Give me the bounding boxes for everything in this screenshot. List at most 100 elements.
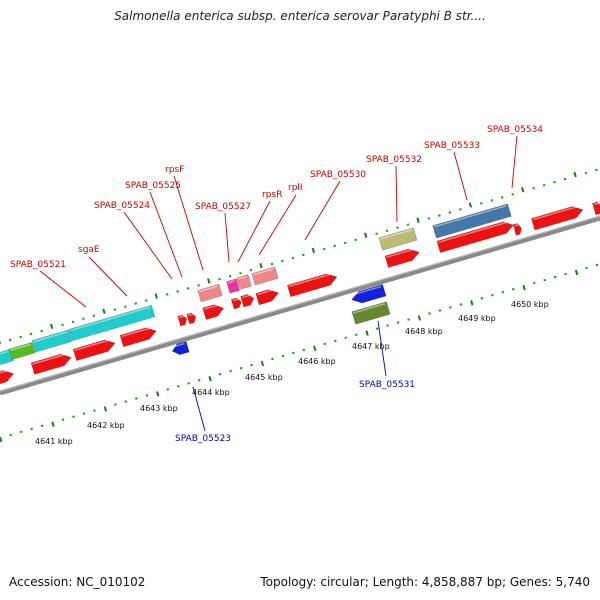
outer-minor-tick	[563, 177, 567, 181]
rev-misc-1-shine	[353, 303, 386, 314]
inner-minor-tick	[354, 333, 358, 337]
scale-label-4646: 4646 kbp	[298, 357, 336, 366]
outer-minor-tick	[61, 323, 64, 327]
outer-minor-tick	[553, 180, 556, 184]
gene-label-spab-05525[interactable]: SPAB_05525	[125, 181, 181, 191]
inner-minor-tick	[93, 409, 96, 412]
misc-3	[31, 329, 73, 353]
inner-minor-tick	[250, 363, 253, 367]
misc-4	[68, 304, 156, 342]
rrna-1-shine	[198, 285, 218, 293]
cds-11-shine	[288, 272, 335, 288]
scale-label-4650: 4650 kbp	[511, 300, 549, 309]
leader-spab-05530	[304, 180, 341, 241]
cds-8-body	[230, 297, 242, 310]
gene-label-rpsf[interactable]: rpsF	[165, 165, 184, 175]
inner-minor-tick	[386, 324, 389, 327]
cds-10-shine	[256, 288, 276, 296]
inner-minor-tick	[511, 287, 515, 291]
cds-15	[530, 205, 584, 231]
leader-spab-05521	[39, 270, 87, 308]
outer-tick-track	[0, 168, 598, 344]
cds-6-shine	[187, 313, 194, 317]
inner-minor-tick	[459, 303, 463, 306]
cds-4-body	[119, 327, 157, 348]
inner-minor-tick	[480, 297, 484, 300]
outer-major-tick	[259, 263, 263, 269]
gene-label-spab-05533[interactable]: SPAB_05533	[424, 141, 480, 151]
rev-cds-1	[171, 341, 190, 356]
inner-major-tick	[313, 345, 317, 351]
outer-minor-tick	[301, 253, 305, 257]
gene-label-spab-05521[interactable]: SPAB_05521	[10, 260, 66, 270]
outer-minor-tick	[92, 314, 96, 317]
gene-label-rpli[interactable]: rplI	[288, 183, 303, 193]
inner-minor-tick	[30, 427, 34, 431]
inner-major-tick	[156, 391, 160, 397]
inner-major-tick	[470, 300, 474, 306]
rrna-1-body	[197, 283, 223, 303]
gene-label-rpsr[interactable]: rpsR	[262, 190, 282, 200]
leader-rpsf	[173, 175, 204, 271]
inner-minor-tick	[585, 266, 588, 270]
rrna-2-shine	[227, 280, 235, 284]
outer-minor-tick	[396, 226, 399, 229]
gene-label-spab-05531[interactable]: SPAB_05531	[359, 380, 415, 390]
gene-label-spab-05534[interactable]: SPAB_05534	[487, 125, 543, 135]
cds-3-shine	[74, 338, 113, 351]
outer-minor-tick	[186, 287, 190, 290]
scale-label-4648: 4648 kbp	[405, 327, 443, 336]
gene-label-spab-05523[interactable]: SPAB_05523	[175, 434, 231, 444]
misc-6-shine	[433, 205, 507, 228]
inner-minor-tick	[166, 388, 170, 391]
cds-7-shine	[203, 303, 221, 310]
outer-minor-tick	[333, 244, 337, 248]
outer-minor-tick	[197, 284, 200, 287]
outer-minor-tick	[124, 305, 127, 308]
inner-major-tick	[574, 269, 579, 276]
outer-minor-tick	[532, 186, 535, 190]
cds-4	[119, 326, 157, 348]
inner-minor-tick	[333, 339, 337, 343]
inner-minor-tick	[218, 372, 222, 376]
gene-label-sgae[interactable]: sgaE	[78, 245, 100, 255]
inner-minor-tick	[271, 357, 274, 361]
cds-8	[230, 297, 242, 310]
cds-10	[255, 288, 280, 306]
cds-6-body	[186, 312, 197, 325]
cds-12-body	[384, 248, 420, 268]
gene-label-spab-05530[interactable]: SPAB_05530	[310, 170, 366, 180]
scale-label-4645: 4645 kbp	[245, 373, 283, 382]
outer-major-tick	[207, 278, 211, 284]
scale-label-4641: 4641 kbp	[35, 437, 73, 446]
rrna-1	[197, 283, 223, 303]
scale-label-4649: 4649 kbp	[458, 314, 496, 323]
leader-spab-05523	[192, 386, 206, 432]
gene-label-spab-05532[interactable]: SPAB_05532	[366, 155, 422, 165]
cds-14-body	[512, 223, 522, 236]
cds-10-body	[255, 289, 280, 306]
rev-misc-1	[351, 301, 391, 325]
cds-1	[0, 369, 15, 387]
outer-minor-tick	[176, 290, 180, 293]
cds-5-body	[177, 314, 188, 327]
inner-minor-tick	[114, 403, 117, 406]
outer-minor-tick	[29, 332, 33, 336]
rrna-2-body	[226, 278, 240, 294]
outer-minor-tick	[511, 192, 515, 196]
gene-label-spab-05524[interactable]: SPAB_05524	[94, 201, 150, 211]
outer-minor-tick	[595, 168, 598, 172]
outer-major-tick	[364, 232, 368, 238]
scale-label-4647: 4647 kbp	[352, 342, 390, 351]
leader-spab-05524	[123, 211, 173, 280]
scale-label-4644: 4644 kbp	[192, 388, 230, 397]
outer-minor-tick	[239, 271, 242, 275]
outer-major-tick	[50, 323, 54, 330]
gene-label-spab-05527[interactable]: SPAB_05527	[195, 202, 251, 212]
cds-14	[512, 223, 522, 236]
cds-3-body	[72, 339, 116, 362]
cds-11	[286, 272, 338, 298]
cds-2-shine	[32, 352, 69, 365]
map-title: Salmonella enterica subsp. enterica sero…	[114, 9, 486, 23]
